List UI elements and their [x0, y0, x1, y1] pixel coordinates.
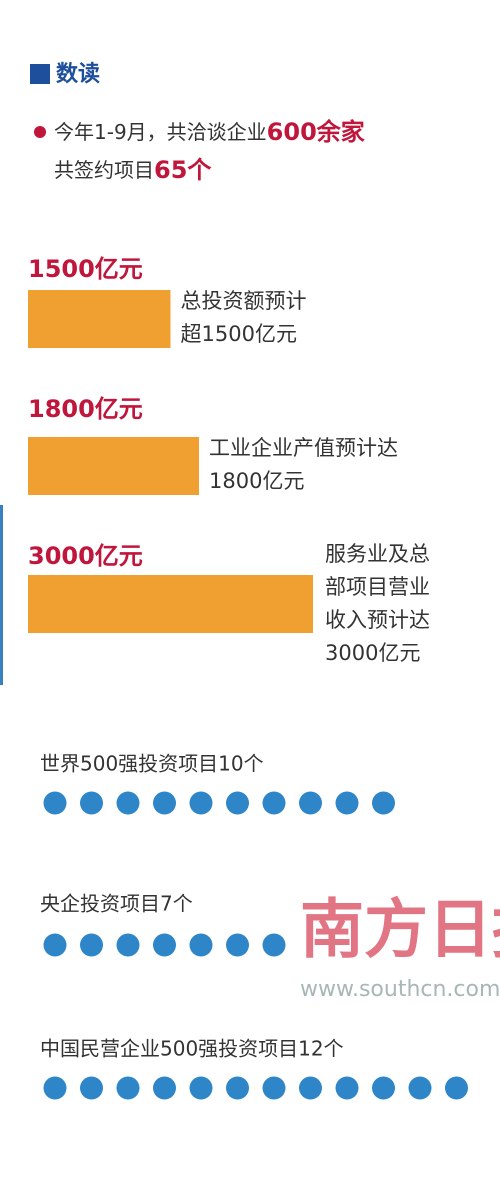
dot [80, 791, 103, 815]
bar-description: 1800亿元 [209, 469, 304, 493]
dot [80, 933, 103, 957]
dot [116, 1076, 140, 1100]
dot [153, 791, 176, 815]
intro-highlight: 600余家 [267, 118, 365, 146]
bar-description: 工业企业产值预计达 [209, 436, 398, 460]
watermark-logo: 南方日报 [300, 893, 500, 968]
bar-description: 3000亿元 [325, 641, 420, 665]
dot [43, 1076, 67, 1100]
dot [445, 1076, 468, 1100]
dot [189, 1076, 213, 1100]
dot [262, 933, 286, 957]
dot [43, 791, 67, 815]
dot [153, 1076, 176, 1100]
title-square [30, 64, 50, 84]
bar [28, 437, 199, 495]
intro-line2: 共签约项目65个 [54, 156, 212, 184]
dot [80, 1076, 103, 1100]
dot [262, 1076, 286, 1100]
intro-text: 今年1-9月，共洽谈企业 [54, 120, 267, 144]
dot [43, 933, 67, 957]
dot [226, 933, 249, 957]
bar [28, 575, 313, 633]
dot [372, 791, 395, 815]
intro-line1: 今年1-9月，共洽谈企业600余家 [54, 118, 365, 146]
dot [299, 791, 322, 815]
intro-text: 共签约项目 [54, 158, 154, 182]
bar-description: 部项目营业 [325, 575, 430, 599]
bar [28, 290, 171, 348]
dot-group-label: 央企投资项目7个 [40, 892, 193, 916]
dot [262, 791, 286, 815]
dot [226, 791, 249, 815]
bullet [34, 126, 46, 138]
title: 数读 [56, 61, 100, 87]
dot [335, 791, 359, 815]
intro-highlight: 65个 [154, 156, 212, 184]
dot [335, 1076, 359, 1100]
dot [153, 933, 176, 957]
dot [226, 1076, 249, 1100]
bar-label: 1500亿元 [28, 255, 143, 283]
dot-group-label: 世界500强投资项目10个 [40, 752, 264, 776]
bar-description: 总投资额预计 [181, 289, 307, 313]
bar-description: 超1500亿元 [181, 322, 297, 346]
dot-group-label: 中国民营企业500强投资项目12个 [40, 1037, 344, 1061]
dot [116, 933, 140, 957]
dot [116, 791, 140, 815]
dot [372, 1076, 395, 1100]
watermark-url: www.southcn.com [300, 977, 500, 1002]
bar-description: 收入预计达 [325, 608, 430, 632]
dot [189, 933, 213, 957]
bar-label: 1800亿元 [28, 395, 143, 423]
dot [189, 791, 213, 815]
dot [408, 1076, 432, 1100]
edge-strip [0, 505, 3, 685]
bar-description: 服务业及总 [325, 542, 430, 566]
bar-label: 3000亿元 [28, 542, 143, 570]
dot [299, 1076, 322, 1100]
